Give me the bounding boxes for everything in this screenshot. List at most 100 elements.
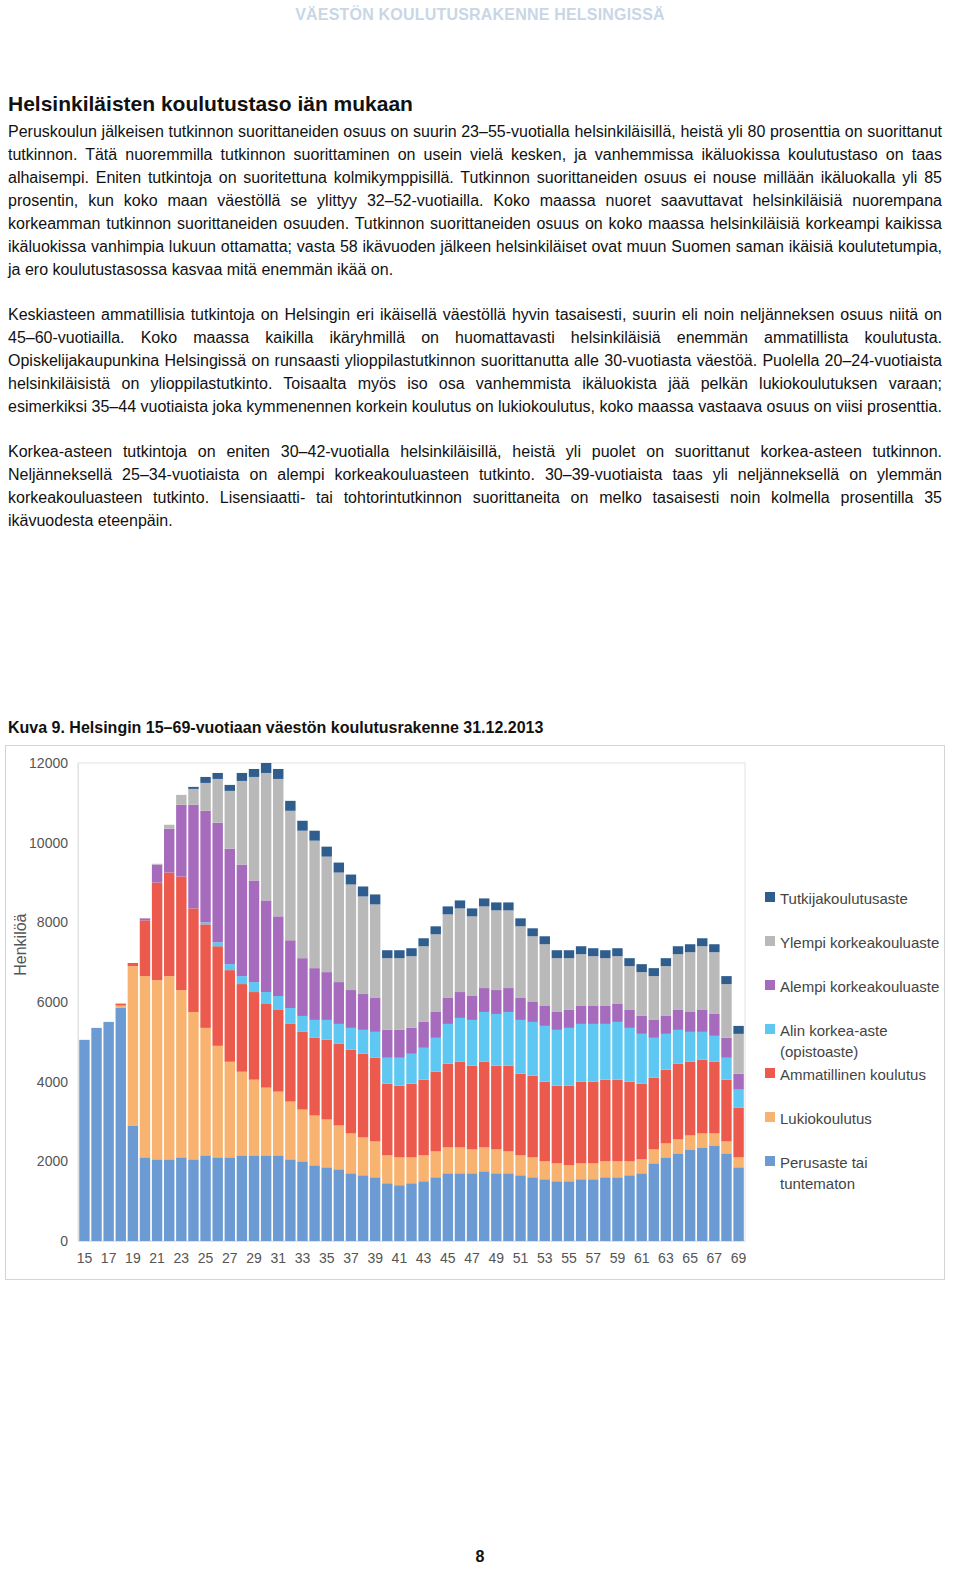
bar-segment [212, 823, 222, 943]
bar-segment [406, 948, 416, 956]
bar-segment [152, 863, 162, 865]
bar-segment [636, 1084, 646, 1160]
legend-item: Ylempi korkeakouluaste [765, 932, 945, 976]
bar-segment [661, 966, 671, 1016]
bar-segment [225, 785, 235, 791]
bar-segment [673, 1153, 683, 1241]
bar-segment [346, 1173, 356, 1241]
bar-segment [661, 1070, 671, 1144]
bar-segment [382, 1183, 392, 1241]
bar-segment [443, 1173, 453, 1241]
bar-segment [358, 896, 368, 994]
bar-segment [661, 1016, 671, 1034]
bar-segment [733, 1090, 743, 1108]
bar-segment [164, 976, 174, 1159]
bar-segment [164, 824, 174, 825]
tick: 69 [731, 1250, 747, 1266]
tick-label: 2000 [37, 1153, 68, 1169]
bar-segment [624, 1161, 634, 1175]
bar-segment [128, 962, 138, 963]
bar-segment [685, 1032, 695, 1062]
bar-segment [600, 1006, 610, 1024]
bar-segment [540, 1179, 550, 1241]
tick: 39 [367, 1250, 383, 1266]
bar-segment [309, 1116, 319, 1166]
bar-segment [564, 1181, 574, 1241]
legend-swatch [765, 936, 775, 946]
bar-segment [188, 1159, 198, 1241]
bar-segment [309, 1020, 319, 1038]
bar-segment [515, 1074, 525, 1156]
bar-segment [612, 956, 622, 1004]
bar-segment [297, 1110, 307, 1162]
bar-segment [515, 1020, 525, 1074]
bar-segment [649, 976, 659, 1020]
bar-segment [79, 1039, 89, 1040]
bar-segment [225, 1062, 235, 1158]
bar-segment [636, 972, 646, 1016]
bar-segment [491, 1149, 501, 1173]
tick-label: 47 [464, 1250, 480, 1266]
bar-segment [527, 1177, 537, 1241]
bar-segment [406, 956, 416, 1028]
bar-segment [116, 1004, 126, 1006]
tick-label: 61 [634, 1250, 650, 1266]
bar-segment [540, 1082, 550, 1162]
bar-segment [116, 1003, 126, 1004]
bar-segment [285, 1024, 295, 1102]
bar-segment [709, 1014, 719, 1036]
bar-segment [709, 952, 719, 1014]
bar-segment [515, 1175, 525, 1241]
bar-segment [91, 1027, 101, 1028]
tick: 17 [101, 1250, 117, 1266]
bar-segment [321, 1167, 331, 1241]
tick: 65 [682, 1250, 698, 1266]
bar-segment [733, 1074, 743, 1090]
tick-label: 15 [77, 1250, 93, 1266]
bar-segment [152, 883, 162, 981]
bar-segment [249, 982, 259, 992]
bar-segment [370, 1141, 380, 1177]
tick-label: 37 [343, 1250, 359, 1266]
bar-segment [394, 1185, 404, 1241]
bar-segment [443, 1064, 453, 1148]
tick-label: 69 [731, 1250, 747, 1266]
bar-segment [212, 773, 222, 779]
tick: 41 [392, 1250, 408, 1266]
bar-segment [588, 1179, 598, 1241]
bar-segment [697, 1133, 707, 1147]
tick: 61 [634, 1250, 650, 1266]
bar-segment [636, 1173, 646, 1241]
bar-segment [358, 1175, 368, 1241]
bar-segment [321, 857, 331, 973]
tick: 23 [174, 1250, 190, 1266]
bar-segment [346, 875, 356, 885]
bar-segment [200, 924, 210, 1028]
bar-segment [249, 992, 259, 1080]
plot-frame [78, 763, 745, 1241]
bar-segment [79, 1039, 89, 1040]
page-header: VÄESTÖN KOULUTUSRAKENNE HELSINGISSÄ [0, 6, 960, 24]
bar-segment [116, 1003, 126, 1004]
bar-segment [733, 1034, 743, 1074]
bar-segment [103, 1021, 113, 1022]
bar-segment [600, 950, 610, 958]
tick-label: 65 [682, 1250, 698, 1266]
bar-segment [418, 1080, 428, 1156]
bar-segment [152, 863, 162, 864]
legend-item: Ammatillinen koulutus [765, 1064, 945, 1108]
bar-segment [370, 1058, 380, 1142]
bar-segment [467, 1020, 477, 1066]
bar-segment [103, 1021, 113, 1022]
bar-segment [394, 1157, 404, 1185]
bar-segment [431, 926, 441, 934]
bar-segment [273, 1155, 283, 1241]
legend-label: Tutkijakoulutusaste [780, 888, 908, 909]
bar-segment [418, 938, 428, 946]
bar-segment [540, 1161, 550, 1179]
tick-label: 45 [440, 1250, 456, 1266]
bar-segment [624, 1010, 634, 1028]
bar-segment [200, 922, 210, 924]
bar-segment [79, 1040, 89, 1241]
bar-segment [164, 829, 174, 873]
